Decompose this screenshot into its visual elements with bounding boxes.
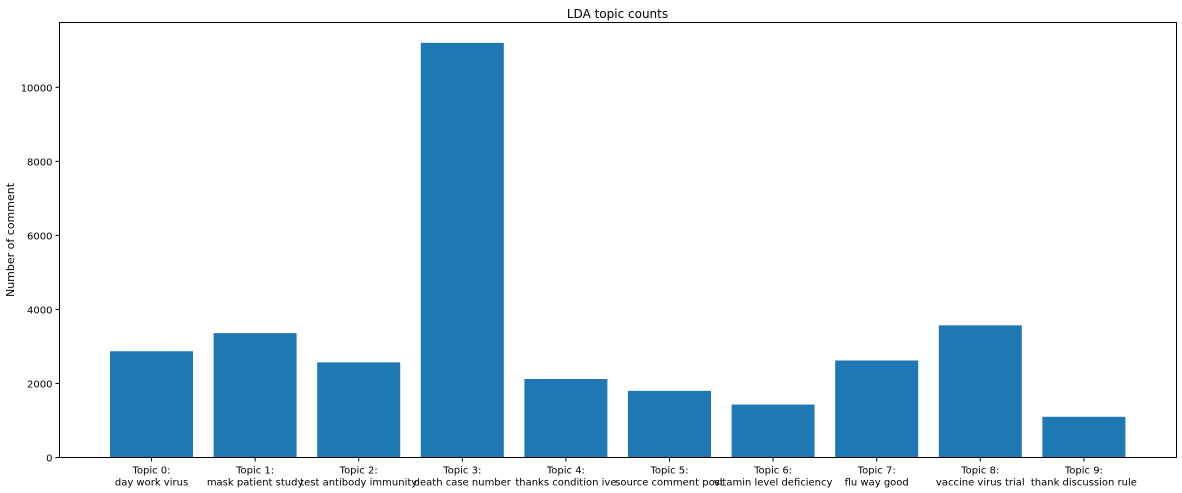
x-tick-label-line: Topic 5: [649, 466, 688, 477]
x-tick-label: Topic 9: thank discussion rule [1031, 466, 1137, 489]
bar-topic-5 [628, 390, 711, 458]
y-axis-label: Number of comment [4, 182, 17, 297]
x-tick-label-line: test antibody immunity [300, 478, 417, 489]
bar-topic-4 [524, 379, 608, 458]
x-tick-label-line: source comment post [615, 478, 724, 489]
x-tick-label-line: Topic 3: [442, 466, 481, 477]
x-axis: Topic 0: day work virus Topic 1: mask patie… [115, 457, 1137, 489]
x-tick-label: Topic 6: vitamin level deficiency [714, 466, 833, 489]
bar-topic-7 [835, 360, 919, 458]
x-tick-label-line: Topic 1: [235, 466, 274, 477]
x-tick-label-line: vitamin level deficiency [714, 478, 833, 489]
x-tick-label-line: Topic 8: [960, 466, 999, 477]
x-tick-label-line: vaccine virus trial [936, 478, 1025, 489]
x-tick-label-line: Topic 0: [131, 466, 170, 477]
bar-topic-6 [731, 404, 815, 458]
x-tick-label-line: mask patient study [207, 478, 304, 489]
x-tick-label: Topic 7: flu way good [845, 466, 909, 489]
x-tick-label-line: Topic 4: [546, 466, 585, 477]
x-tick-label-line: thank discussion rule [1031, 478, 1137, 489]
bars-group [110, 42, 1126, 458]
x-tick-label-line: day work virus [115, 478, 188, 489]
bar-topic-9 [1042, 416, 1126, 458]
x-tick-label: Topic 4: thanks condition ive [515, 466, 616, 489]
x-tick-label-line: Topic 2: [339, 466, 378, 477]
chart-title: LDA topic counts [567, 7, 668, 21]
y-tick-label: 0 [46, 454, 52, 465]
x-tick-label: Topic 0: day work virus [115, 466, 188, 489]
y-axis: 0 2000 4000 6000 8000 10000 [21, 83, 60, 465]
bar-topic-8 [938, 325, 1022, 458]
x-tick-label-line: thanks condition ive [515, 478, 616, 489]
bar-topic-0 [110, 351, 193, 458]
x-tick-label: Topic 8: vaccine virus trial [936, 466, 1025, 489]
bar-topic-1 [213, 333, 297, 458]
y-tick-label: 4000 [27, 305, 52, 316]
x-tick-label-line: death case number [414, 478, 512, 489]
y-tick-label: 10000 [21, 83, 53, 94]
x-tick-label: Topic 2: test antibody immunity [300, 466, 417, 489]
x-tick-label-line: Topic 6: [753, 466, 792, 477]
y-tick-label: 6000 [27, 231, 52, 242]
x-tick-label-line: Topic 9: [1064, 466, 1103, 477]
x-tick-label: Topic 3: death case number [414, 466, 512, 489]
y-tick-label: 8000 [27, 157, 52, 168]
bar-topic-2 [317, 362, 401, 458]
x-tick-label-line: flu way good [845, 478, 909, 489]
x-tick-label: Topic 5: source comment post [615, 466, 724, 489]
x-tick-label-line: Topic 7: [857, 466, 896, 477]
y-tick-label: 2000 [27, 379, 52, 390]
bar-topic-3 [420, 42, 504, 458]
x-tick-label: Topic 1: mask patient study [207, 466, 304, 489]
plot-frame [59, 22, 1177, 458]
